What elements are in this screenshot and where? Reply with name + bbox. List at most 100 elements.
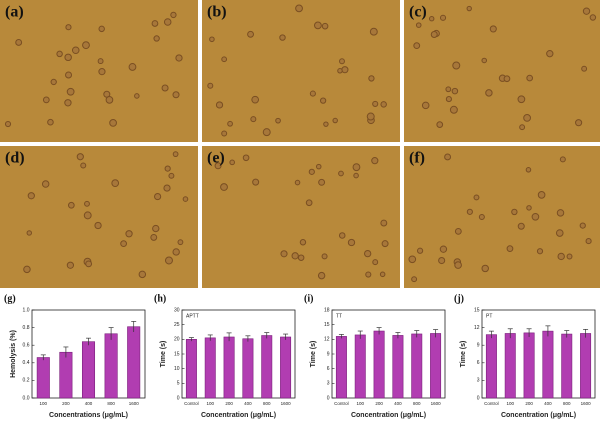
- cell: [526, 205, 532, 211]
- x-tick-label: 400: [85, 401, 93, 406]
- y-tick-label: 25: [174, 322, 180, 328]
- cell: [153, 35, 160, 42]
- microscopy-image: (e): [202, 146, 400, 288]
- cell: [506, 245, 514, 253]
- cell: [511, 208, 518, 216]
- cell: [372, 259, 379, 266]
- panel-label: (e): [207, 150, 225, 167]
- x-tick-label: 400: [244, 401, 252, 406]
- x-tick-label: Control: [334, 401, 349, 406]
- error-bar: [564, 330, 570, 338]
- plot-frame: [181, 309, 296, 399]
- bar: [59, 351, 73, 399]
- cell: [163, 184, 171, 192]
- x-tick-label: 200: [525, 401, 533, 406]
- cell: [439, 245, 448, 253]
- cell: [438, 256, 446, 265]
- cell: [15, 39, 23, 46]
- x-tick-label: 200: [225, 401, 233, 406]
- cell: [445, 96, 452, 103]
- cell: [485, 89, 493, 97]
- y-tick-label: 9: [327, 351, 330, 357]
- x-tick-label: Control: [484, 401, 499, 406]
- cell: [318, 178, 326, 186]
- y-tick-label: 3: [327, 381, 330, 387]
- cell: [262, 128, 271, 137]
- y-tick-label: 12: [474, 325, 480, 331]
- y-tick-label: 0.0: [23, 395, 30, 401]
- cell: [172, 91, 180, 99]
- cell: [67, 201, 75, 209]
- cell: [309, 90, 316, 97]
- x-tick-label: 100: [206, 401, 214, 406]
- cell: [371, 157, 379, 165]
- cell: [536, 248, 544, 255]
- cell: [581, 65, 588, 72]
- error-bar: [207, 334, 213, 341]
- cell: [80, 162, 87, 169]
- error-bar: [357, 330, 363, 339]
- plot-frame: [331, 309, 446, 399]
- cell: [454, 261, 462, 269]
- error-bar: [338, 334, 344, 339]
- error-bar: [488, 330, 494, 339]
- cell: [170, 11, 177, 19]
- cell: [111, 179, 120, 188]
- cell: [379, 271, 386, 278]
- cell: [517, 95, 526, 104]
- cell: [297, 254, 305, 261]
- cell: [23, 265, 31, 274]
- y-axis-label: Time (s): [160, 341, 167, 368]
- image-background: [202, 0, 400, 142]
- bar: [185, 339, 197, 399]
- x-tick-label: 100: [506, 401, 514, 406]
- y-axis-label: Time (s): [460, 341, 467, 368]
- cell: [98, 68, 106, 76]
- cell: [380, 101, 387, 108]
- cell: [164, 256, 173, 265]
- y-tick-label: 0: [477, 395, 480, 401]
- panel-label: (a): [5, 4, 24, 21]
- cell: [26, 230, 32, 236]
- cell: [582, 7, 591, 15]
- error-bar: [414, 330, 420, 338]
- cell: [215, 101, 224, 109]
- bar: [504, 333, 516, 399]
- cell: [452, 61, 461, 70]
- cell: [76, 153, 84, 161]
- cell: [97, 58, 104, 65]
- y-tick-label: 5: [177, 381, 180, 387]
- bar: [280, 336, 292, 399]
- cell: [314, 21, 322, 30]
- cell: [175, 54, 183, 62]
- cell: [275, 117, 281, 124]
- bar: [373, 330, 385, 399]
- annotation: PT: [486, 313, 492, 319]
- x-tick-label: 200: [375, 401, 383, 406]
- cell: [366, 112, 375, 121]
- cell: [207, 82, 214, 89]
- y-tick-label: 0.8: [23, 325, 30, 331]
- cell: [559, 156, 566, 163]
- cell: [416, 247, 424, 254]
- cell: [381, 240, 389, 248]
- cell: [466, 5, 472, 12]
- x-axis-label: Concentration (μg/mL): [201, 412, 276, 419]
- x-axis-label: Concentration (μg/mL): [351, 412, 426, 419]
- x-tick-label: 1600: [581, 401, 592, 406]
- cell: [4, 120, 12, 128]
- cell: [526, 74, 533, 82]
- x-tick-label: 1600: [281, 401, 292, 406]
- cell: [109, 119, 117, 127]
- cell: [177, 239, 184, 246]
- cell: [353, 172, 359, 179]
- cell: [168, 172, 175, 179]
- y-tick-label: 30: [174, 307, 180, 313]
- cell: [337, 68, 343, 74]
- cell: [94, 221, 102, 230]
- cell: [120, 240, 128, 248]
- cell: [473, 194, 480, 201]
- cell: [128, 63, 137, 71]
- cell: [125, 230, 133, 238]
